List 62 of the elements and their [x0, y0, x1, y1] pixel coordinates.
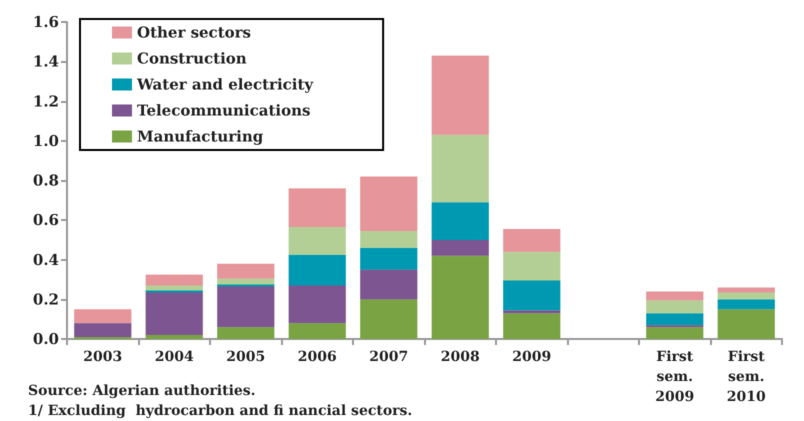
bar — [718, 287, 775, 292]
bar — [288, 323, 346, 339]
bar — [432, 56, 489, 135]
bar — [288, 227, 346, 255]
bar — [360, 176, 418, 232]
bar — [288, 286, 346, 324]
x-tick-label: 2008 — [440, 349, 480, 365]
bar — [718, 292, 775, 300]
y-tick-label: 1.2 — [32, 92, 59, 110]
bar — [146, 286, 203, 290]
y-tick-label: 0.2 — [32, 290, 59, 308]
y-tick-label: 0.6 — [32, 211, 59, 230]
text: 1/ Excluding hydrocarbon and fi nancial sectors. — [28, 403, 412, 419]
x-tick-label: 2006 — [298, 349, 337, 365]
bar — [718, 309, 775, 339]
bar — [217, 286, 274, 328]
bar — [360, 270, 418, 300]
bar — [288, 188, 346, 228]
legend-label: Telecommunications — [137, 102, 310, 120]
bar — [360, 299, 418, 339]
x-tick-label: First sem. 2009 — [655, 349, 694, 405]
bar — [146, 292, 203, 336]
x-tick-label: 2007 — [369, 349, 408, 365]
x-tick-label: 2009 — [512, 349, 552, 365]
bar — [503, 313, 560, 339]
y-tick-label: 1.4 — [32, 52, 59, 71]
y-tick-label: 0.8 — [32, 172, 59, 190]
bar — [217, 327, 274, 339]
bar — [432, 256, 489, 339]
legend-label: Other sectors — [137, 24, 251, 42]
x-tick-label: First sem. 2010 — [726, 349, 766, 405]
bar — [646, 327, 704, 339]
bar — [432, 202, 489, 240]
bar — [503, 280, 560, 310]
legend-label: Water and electricity — [136, 76, 314, 94]
bar — [718, 299, 775, 310]
bar — [360, 231, 418, 248]
bar — [432, 240, 489, 256]
bar — [503, 229, 560, 252]
bar — [74, 323, 132, 338]
y-tick-label: 1.6 — [32, 13, 59, 31]
y-tick-label: 0.4 — [32, 250, 59, 269]
bar — [217, 278, 274, 285]
bar — [646, 300, 704, 314]
bar — [432, 134, 489, 202]
x-tick-label: 2004 — [154, 349, 194, 365]
legend-label: Manufacturing — [137, 128, 264, 146]
y-tick-label: 0.0 — [32, 330, 59, 348]
bar — [646, 313, 704, 326]
x-tick-label: 2003 — [83, 349, 122, 365]
x-tick-label: 2005 — [226, 349, 266, 365]
y-tick-label: 1.0 — [32, 132, 59, 150]
bar — [146, 274, 203, 286]
bar — [646, 291, 704, 300]
legend-label: Construction — [137, 50, 247, 68]
bar — [360, 248, 418, 270]
bar — [503, 252, 560, 281]
bar — [146, 335, 203, 339]
source-note: Source: Algerian authorities. — [28, 383, 256, 399]
bar — [217, 264, 274, 279]
bar — [288, 254, 346, 286]
bar — [74, 309, 132, 324]
